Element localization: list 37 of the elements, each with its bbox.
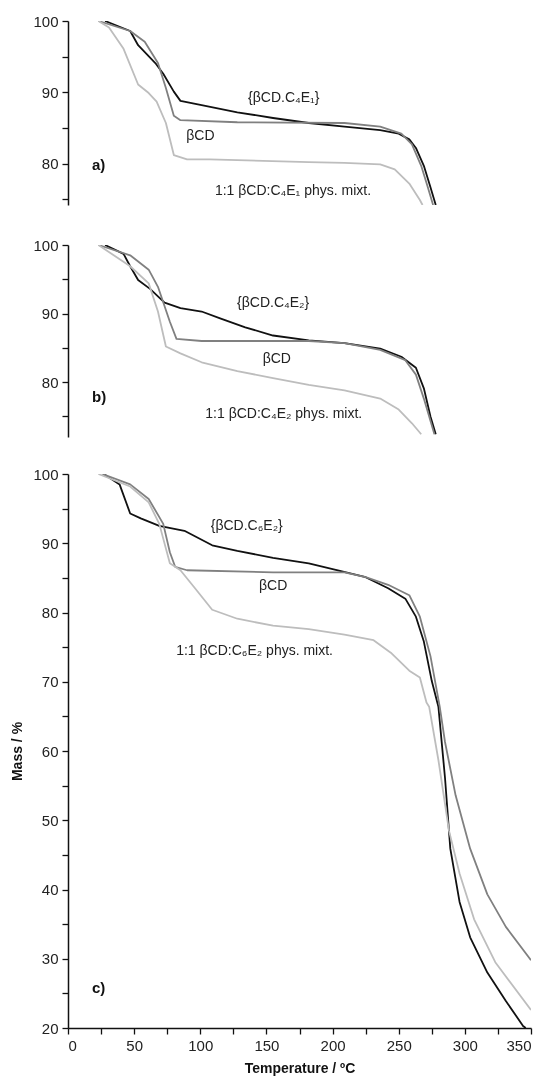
y-tick-label: 90	[41, 534, 59, 552]
annotation: c)	[92, 979, 106, 996]
x-tick-label: 50	[126, 1036, 143, 1054]
x-tick-label: 300	[452, 1036, 478, 1054]
x-tick-label: 0	[68, 1036, 77, 1054]
y-axis-title: Mass / %	[9, 721, 26, 782]
series-label: βCD	[262, 349, 291, 366]
x-tick-label: 350	[506, 1036, 532, 1054]
y-tick-label: 80	[41, 155, 59, 173]
y-tick-label: 90	[41, 83, 59, 101]
y-tick-label: 60	[41, 742, 59, 760]
series-label: βCD	[186, 126, 215, 143]
y-tick-label: 80	[41, 604, 59, 621]
y-tick-label: 50	[41, 811, 59, 829]
y-tick-label: 20	[41, 1019, 59, 1037]
series-label: 1:1 βCD:C₆E₂ phys. mixt.	[176, 641, 334, 658]
x-tick-label: 250	[386, 1036, 412, 1054]
series-label: {βCD.C₄E₂}	[237, 293, 310, 310]
x-tick-label: 200	[320, 1036, 346, 1054]
y-tick-label: 80	[41, 373, 59, 391]
y-tick-label: 100	[33, 465, 59, 483]
series-label: {βCD.C₄E₁}	[248, 89, 320, 106]
y-tick-label: 40	[41, 881, 59, 898]
y-tick-label: 70	[41, 673, 59, 691]
x-tick-label: 150	[254, 1036, 280, 1054]
y-tick-label: 90	[41, 305, 59, 323]
y-tick-label: 30	[41, 950, 59, 968]
annotation: b)	[92, 388, 107, 405]
series-label: {βCD.C₆E₂}	[210, 517, 284, 534]
series-label: 1:1 βCD:C₄E₂ phys. mixt.	[205, 405, 363, 422]
series-label: 1:1 βCD:C₄E₁ phys. mixt.	[214, 181, 372, 198]
y-tick-label: 100	[33, 236, 59, 254]
series-label: βCD	[258, 576, 288, 593]
x-axis-title: Temperature / ºC	[244, 1059, 356, 1076]
y-tick-label: 100	[33, 12, 59, 30]
x-tick-label: 100	[188, 1036, 214, 1054]
annotation: a)	[92, 156, 106, 173]
